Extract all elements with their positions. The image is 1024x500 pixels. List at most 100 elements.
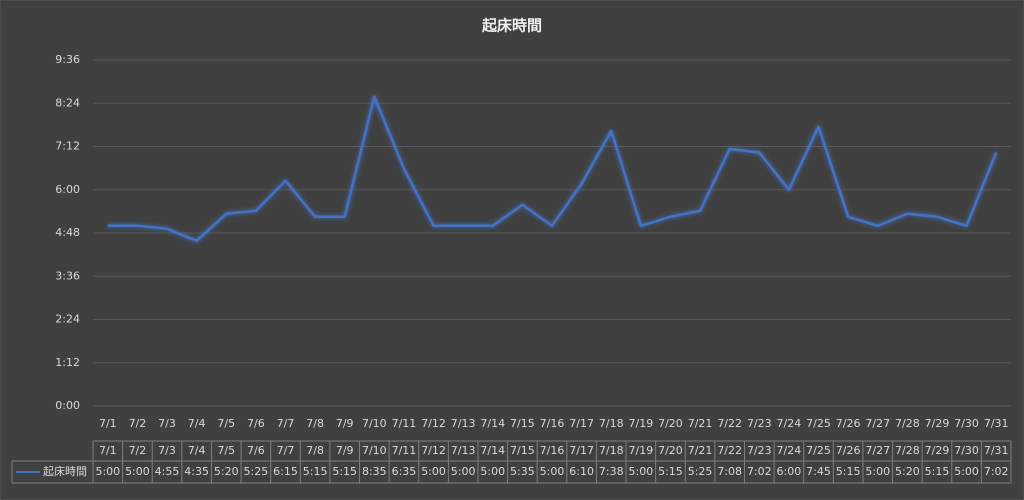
table-header: 7/26 <box>836 444 861 457</box>
table-header: 7/6 <box>247 444 265 457</box>
table-value: 6:10 <box>569 465 594 478</box>
chart-title: 起床時間 <box>481 17 542 35</box>
table-header: 7/5 <box>217 444 235 457</box>
x-tick-label: 7/11 <box>392 417 417 430</box>
table-header: 7/23 <box>747 444 772 457</box>
x-tick-label: 7/30 <box>954 417 979 430</box>
table-value: 5:15 <box>925 465 950 478</box>
table-value: 5:00 <box>95 465 120 478</box>
table-value: 5:15 <box>658 465 683 478</box>
x-tick-label: 7/5 <box>217 417 235 430</box>
x-tick-label: 7/17 <box>569 417 594 430</box>
table-value: 5:00 <box>125 465 150 478</box>
y-tick-label: 4:48 <box>55 226 80 239</box>
y-tick-label: 9:36 <box>55 53 80 66</box>
x-tick-label: 7/3 <box>158 417 176 430</box>
x-tick-label: 7/21 <box>688 417 713 430</box>
table-value: 5:35 <box>510 465 535 478</box>
x-tick-label: 7/6 <box>247 417 265 430</box>
y-tick-label: 7:12 <box>55 140 80 153</box>
x-tick-label: 7/15 <box>510 417 535 430</box>
x-tick-label: 7/2 <box>129 417 147 430</box>
legend-label: 起床時間 <box>43 464 87 478</box>
table-value: 5:20 <box>895 465 920 478</box>
table-value: 7:45 <box>806 465 831 478</box>
table-header: 7/31 <box>984 444 1009 457</box>
y-tick-label: 1:12 <box>55 356 80 369</box>
x-tick-label: 7/7 <box>277 417 295 430</box>
table-header: 7/19 <box>628 444 653 457</box>
x-tick-label: 7/27 <box>865 417 890 430</box>
table-header: 7/17 <box>569 444 594 457</box>
table-header: 7/11 <box>392 444 417 457</box>
x-tick-label: 7/24 <box>777 417 802 430</box>
table-header: 7/28 <box>895 444 920 457</box>
x-tick-label: 7/29 <box>925 417 950 430</box>
table-value: 5:00 <box>628 465 653 478</box>
table-value: 7:02 <box>984 465 1009 478</box>
x-tick-label: 7/8 <box>306 417 324 430</box>
line <box>107 95 998 243</box>
x-tick-label: 7/9 <box>336 417 354 430</box>
table-value: 6:35 <box>392 465 417 478</box>
table-header: 7/30 <box>954 444 979 457</box>
table-header: 7/3 <box>158 444 176 457</box>
table-header: 7/10 <box>362 444 387 457</box>
table-value: 5:00 <box>954 465 979 478</box>
table-header: 7/7 <box>277 444 295 457</box>
x-tick-label: 7/31 <box>984 417 1009 430</box>
table-header: 7/8 <box>306 444 324 457</box>
table-header: 7/14 <box>480 444 505 457</box>
table-value: 5:15 <box>303 465 328 478</box>
x-tick-label: 7/16 <box>540 417 565 430</box>
table-header: 7/2 <box>129 444 147 457</box>
x-tick-label: 7/20 <box>658 417 683 430</box>
table-header: 7/12 <box>421 444 446 457</box>
table-header: 7/29 <box>925 444 950 457</box>
table-value: 7:38 <box>599 465 624 478</box>
y-tick-label: 6:00 <box>55 183 80 196</box>
table-value: 5:25 <box>244 465 269 478</box>
table-value: 5:00 <box>421 465 446 478</box>
x-tick-label: 7/14 <box>480 417 505 430</box>
table-value: 5:00 <box>540 465 565 478</box>
table-header: 7/13 <box>451 444 476 457</box>
x-tick-label: 7/10 <box>362 417 387 430</box>
table-value: 4:55 <box>155 465 180 478</box>
table-header: 7/27 <box>865 444 890 457</box>
x-tick-label: 7/23 <box>747 417 772 430</box>
x-tick-label: 7/25 <box>806 417 831 430</box>
table-header: 7/16 <box>540 444 565 457</box>
y-tick-label: 0:00 <box>55 399 80 412</box>
table-header: 7/25 <box>806 444 831 457</box>
table-header: 7/9 <box>336 444 354 457</box>
table-value: 7:02 <box>747 465 772 478</box>
x-tick-label: 7/13 <box>451 417 476 430</box>
table-header: 7/21 <box>688 444 713 457</box>
x-tick-label: 7/28 <box>895 417 920 430</box>
table-header: 7/15 <box>510 444 535 457</box>
table-value: 5:25 <box>688 465 713 478</box>
table-header: 7/1 <box>99 444 117 457</box>
x-tick-label: 7/12 <box>421 417 446 430</box>
table-value: 5:00 <box>451 465 476 478</box>
y-tick-label: 2:24 <box>55 313 80 326</box>
table-header: 7/4 <box>188 444 206 457</box>
table-value: 5:00 <box>480 465 505 478</box>
x-tick-label: 7/19 <box>628 417 653 430</box>
table-header: 7/24 <box>777 444 802 457</box>
table-value: 4:35 <box>184 465 209 478</box>
table-value: 8:35 <box>362 465 387 478</box>
table-header: 7/22 <box>717 444 742 457</box>
table-header: 7/20 <box>658 444 683 457</box>
x-tick-label: 7/26 <box>836 417 861 430</box>
table-header: 7/18 <box>599 444 624 457</box>
y-tick-label: 3:36 <box>55 269 80 282</box>
table-value: 6:15 <box>273 465 298 478</box>
x-tick-label: 7/18 <box>599 417 624 430</box>
table-value: 5:15 <box>332 465 357 478</box>
y-tick-label: 8:24 <box>55 96 80 109</box>
x-tick-label: 7/1 <box>99 417 117 430</box>
